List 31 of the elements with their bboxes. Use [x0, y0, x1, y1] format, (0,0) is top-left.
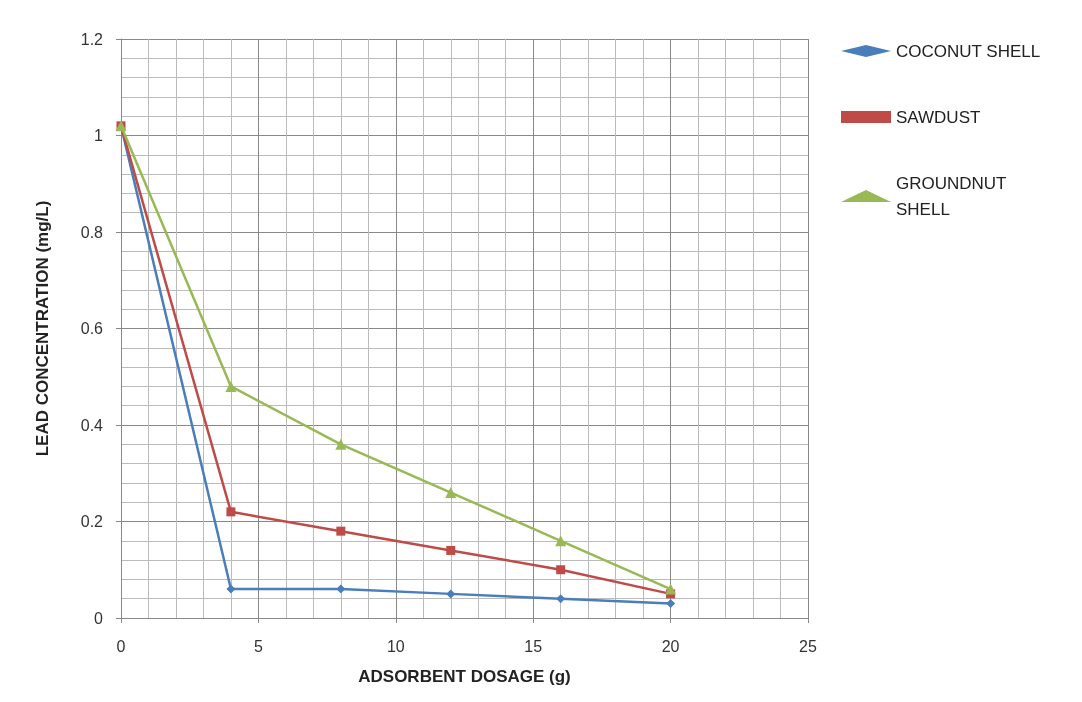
legend-label: COCONUT SHELL	[896, 41, 1041, 61]
x-tick-label: 0	[116, 637, 126, 655]
point	[555, 535, 567, 547]
y-tick-label: 1.2	[80, 30, 104, 48]
point	[226, 584, 236, 594]
point	[666, 599, 676, 609]
y-tick-label: 0.8	[80, 223, 104, 241]
x-axis-title: ADSORBENT DOSAGE (g)	[358, 667, 571, 686]
point	[226, 507, 236, 517]
x-tick-label: 20	[661, 637, 680, 655]
point	[556, 565, 566, 575]
legend-label: GROUNDNUT SHELL	[896, 173, 1011, 219]
x-tick-label: 15	[524, 637, 543, 655]
y-tick-label: 0.4	[80, 416, 104, 434]
x-tick-label: 25	[799, 637, 817, 655]
y-tick-label: 0	[94, 609, 104, 627]
point	[225, 380, 237, 392]
point	[446, 545, 456, 555]
y-tick-label: 0.2	[80, 513, 104, 530]
point	[335, 438, 347, 450]
legend-label: SAWDUST	[896, 107, 981, 127]
point	[336, 584, 346, 594]
point	[556, 594, 566, 604]
y-tick-label: 1	[94, 127, 104, 144]
x-tick-label: 5	[253, 637, 263, 655]
point	[445, 487, 457, 499]
point	[665, 583, 677, 595]
y-tick-label: 0.6	[80, 320, 104, 337]
point	[336, 526, 346, 536]
y-axis-title: LEAD CONCENTRATION (mg/L)	[33, 200, 52, 457]
x-tick-label: 10	[386, 637, 405, 655]
